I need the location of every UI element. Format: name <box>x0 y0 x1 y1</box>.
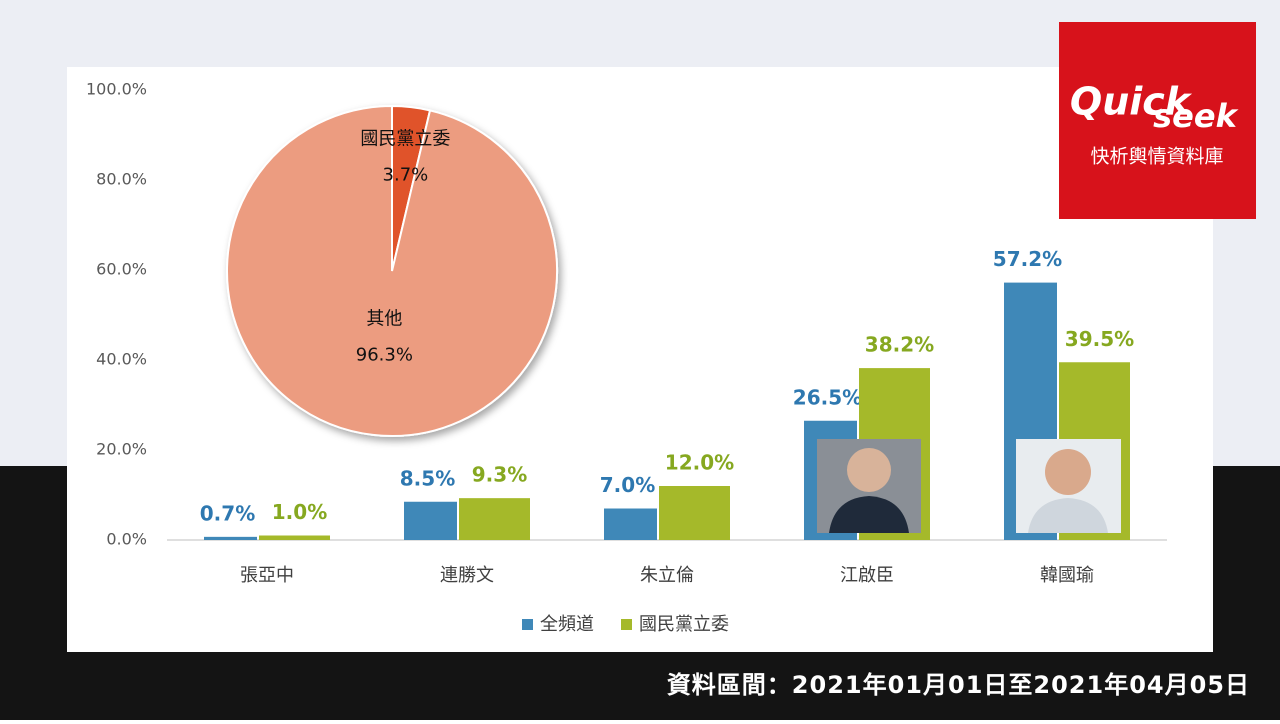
y-tick-label: 80.0% <box>96 170 147 189</box>
bar <box>604 508 657 540</box>
logo-subtitle: 快析輿情資料庫 <box>1090 146 1223 168</box>
logo-text: seek <box>1153 97 1238 135</box>
logo-text: Quick <box>1070 80 1193 124</box>
pie-value-label: 96.3% <box>356 345 413 366</box>
photo-body <box>1028 498 1108 533</box>
x-tick-label: 江啟臣 <box>840 565 894 586</box>
legend-swatch <box>621 619 632 630</box>
pie-slice <box>226 104 558 437</box>
logo-box <box>1059 22 1256 219</box>
bar <box>204 536 257 540</box>
legend-label: 全頻道 <box>540 614 594 635</box>
value-label: 39.5% <box>1065 327 1134 351</box>
legend-swatch <box>522 619 533 630</box>
value-label: 26.5% <box>793 385 862 409</box>
bar <box>459 498 530 540</box>
y-tick-label: 20.0% <box>96 440 147 459</box>
legend-label: 國民黨立委 <box>639 614 729 635</box>
photo-face <box>1045 449 1091 495</box>
pie-label: 其他 <box>366 309 402 330</box>
x-tick-label: 朱立倫 <box>640 565 694 586</box>
photos <box>817 439 1121 533</box>
bar <box>659 486 730 540</box>
value-label: 0.7% <box>200 501 255 525</box>
photo-body <box>829 496 909 533</box>
pie-slices <box>226 104 558 437</box>
pie-chart: 國民黨立委 3.7% 其他 96.3% <box>226 104 558 437</box>
value-label: 1.0% <box>272 500 327 524</box>
y-tick-label: 40.0% <box>96 350 147 369</box>
y-tick-label: 60.0% <box>96 260 147 279</box>
photo-face <box>847 448 891 492</box>
value-label: 8.5% <box>400 466 455 490</box>
bar <box>259 535 330 540</box>
y-tick-label: 100.0% <box>86 80 147 99</box>
value-label: 9.3% <box>472 463 527 487</box>
x-tick-label: 連勝文 <box>440 565 494 586</box>
value-label: 12.0% <box>665 451 734 475</box>
value-label: 38.2% <box>865 333 934 357</box>
x-tick-label: 張亞中 <box>240 565 294 586</box>
pie-value-label: 3.7% <box>383 164 429 185</box>
bar <box>404 501 457 540</box>
x-tick-label: 韓國瑜 <box>1040 565 1094 586</box>
value-label: 7.0% <box>600 473 655 497</box>
footer: 資料區間：2021年01月01日至2021年04月05日 <box>667 671 1250 699</box>
y-tick-label: 0.0% <box>106 530 147 549</box>
value-label: 57.2% <box>993 247 1062 271</box>
pie-label: 國民黨立委 <box>360 128 450 149</box>
